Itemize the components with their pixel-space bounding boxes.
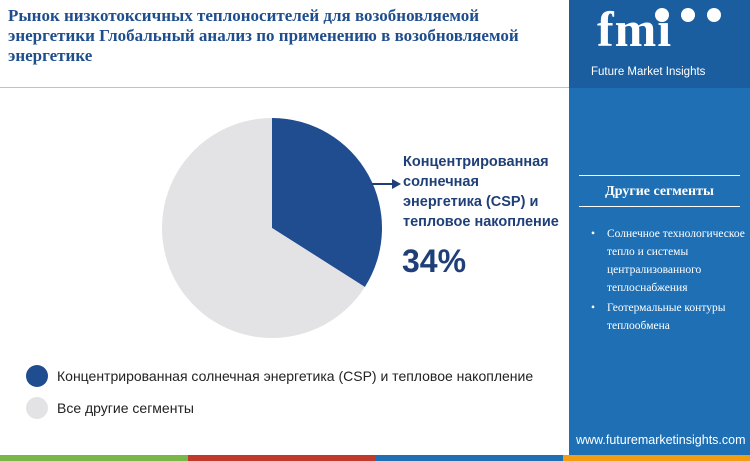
globe-icon	[681, 8, 695, 22]
callout-line: тепловое накопление	[403, 214, 559, 230]
legend-item: Все другие сегменты	[26, 397, 549, 419]
sidebar-heading-box: Другие сегменты	[579, 175, 740, 207]
logo: fmi Future Market Insights	[569, 0, 750, 88]
bottom-color-bar	[0, 455, 750, 461]
color-bar-segment	[375, 455, 563, 461]
sidebar-list: • Солнечное технологическое тепло и систе…	[587, 225, 747, 337]
callout-value: 34%	[402, 243, 467, 279]
website-link[interactable]: www.futuremarketinsights.com	[576, 433, 746, 447]
globe-icon	[707, 8, 721, 22]
list-item: • Геотермальные контуры теплообмена	[587, 299, 747, 335]
color-bar-segment	[187, 455, 375, 461]
legend-label: Все другие сегменты	[57, 400, 194, 416]
logo-subtitle: Future Market Insights	[591, 66, 706, 78]
callout-line: энергетика (CSP) и	[403, 194, 539, 210]
color-bar-segment	[562, 455, 750, 461]
legend-swatch	[26, 365, 48, 387]
legend-label: Концентрированная солнечная энергетика (…	[57, 368, 534, 384]
bullet-icon: •	[591, 228, 596, 240]
list-item-text: Солнечное технологическое тепло и систем…	[607, 228, 745, 294]
bullet-icon: •	[591, 302, 596, 314]
list-item: • Солнечное технологическое тепло и систе…	[587, 225, 747, 297]
callout-line: Концентрированная	[403, 154, 549, 170]
chart-title: Рынок низкотоксичных теплоносителей для …	[8, 6, 519, 65]
legend: Концентрированная солнечная энергетика (…	[26, 365, 549, 429]
sidebar-heading: Другие сегменты	[605, 184, 714, 199]
chart-panel: Рынок низкотоксичных теплоносителей для …	[0, 6, 569, 429]
callout-line: солнечная	[403, 174, 479, 190]
legend-item: Концентрированная солнечная энергетика (…	[26, 365, 549, 387]
pie-slice-0	[272, 118, 382, 287]
pie-chart	[161, 118, 401, 338]
color-bar-segment	[0, 455, 188, 461]
sidebar: fmi Future Market Insights Другие сегмен…	[569, 0, 750, 455]
callout-arrow-head	[392, 179, 401, 189]
globe-icon	[655, 8, 669, 22]
legend-swatch	[26, 397, 48, 419]
title-divider	[0, 87, 569, 88]
callout-label: Концентрированная солнечная энергетика (…	[403, 152, 569, 232]
pie-slice-1	[161, 118, 365, 338]
list-item-text: Геотермальные контуры теплообмена	[607, 302, 726, 332]
